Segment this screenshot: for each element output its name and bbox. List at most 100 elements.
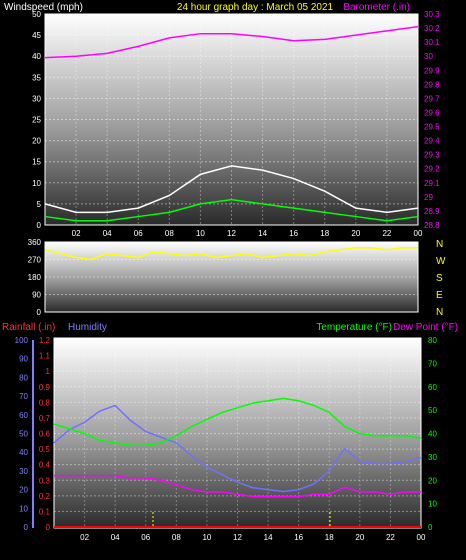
barometer-y-tick-label: 30: [424, 52, 433, 61]
temperature-y-tick-label: 20: [428, 476, 437, 485]
climate-x-tick-label: 12: [233, 533, 242, 542]
windspeed-axis-title: Windspeed (mph): [4, 2, 83, 13]
wind-x-tick-label: 18: [320, 229, 329, 238]
dewpoint-axis-title: Dew Point (°F): [393, 322, 458, 333]
rainfall-y-tick-label: 1: [46, 367, 51, 376]
wind-x-tick-label: 08: [165, 229, 174, 238]
barometer-y-tick-label: 29.5: [424, 123, 440, 132]
barometer-y-tick-label: 29.2: [424, 165, 440, 174]
barometer-y-tick-label: 29: [424, 193, 433, 202]
climate-x-ticks: 02 04 06 08 10 12 14 16 18 20 22 00: [80, 533, 426, 542]
barometer-y-tick-label: 28.8: [424, 221, 440, 230]
barometer-y-tick-label: 29.9: [424, 66, 440, 75]
wind-x-tick-label: 20: [351, 229, 360, 238]
wind-y-tick-label: 40: [32, 52, 41, 61]
rainfall-y-tick-label: 0.3: [39, 476, 51, 485]
barometer-y-tick-label: 30.1: [424, 38, 440, 47]
barometer-y-tick-label: 29.7: [424, 94, 440, 103]
temperature-y-tick-label: 10: [428, 500, 437, 509]
climate-x-tick-label: 22: [386, 533, 395, 542]
temperature-y-tick-label: 60: [428, 383, 437, 392]
temperature-y-tick-label: 50: [428, 406, 437, 415]
wind-x-tick-label: 02: [72, 229, 81, 238]
compass-label: W: [436, 256, 446, 267]
barometer-y-tick-label: 29.4: [424, 137, 440, 146]
climate-x-tick-label: 00: [417, 533, 426, 542]
rainfall-y-tick-label: 0.8: [39, 398, 51, 407]
temperature-axis-title: Temperature (°F): [316, 322, 392, 333]
rainfall-y-tick-label: 0.9: [39, 383, 51, 392]
temperature-y-tick-label: 70: [428, 359, 437, 368]
wind-y-tick-label: 50: [32, 10, 41, 19]
wind-y-tick-label: 25: [32, 116, 41, 125]
climate-x-tick-label: 08: [172, 533, 181, 542]
direction-y-tick-label: 360: [28, 238, 42, 247]
barometer-y-tick-label: 29.1: [424, 179, 440, 188]
climate-x-tick-label: 14: [264, 533, 273, 542]
humidity-axis-title: Humidity: [68, 322, 107, 333]
climate-x-tick-label: 16: [294, 533, 303, 542]
wind-y-tick-label: 10: [32, 179, 41, 188]
wind-y-tick-label: 30: [32, 94, 41, 103]
humidity-y-tick-label: 30: [19, 467, 28, 476]
compass-label: N: [436, 307, 443, 318]
humidity-y-tick-label: 50: [19, 430, 28, 439]
wind-x-tick-label: 10: [196, 229, 205, 238]
humidity-y-tick-label: 70: [19, 392, 28, 401]
humidity-y-tick-label: 0: [24, 523, 29, 532]
barometer-y-tick-label: 30.2: [424, 24, 440, 33]
humidity-series: [53, 404, 422, 493]
wind-x-tick-label: 00: [414, 229, 423, 238]
wind-x-tick-label: 04: [103, 229, 112, 238]
climate-x-tick-label: 04: [111, 533, 120, 542]
rainfall-y-tick-label: 0.6: [39, 430, 51, 439]
wind-y-tick-label: 20: [32, 137, 41, 146]
wind-average-series: [44, 198, 419, 222]
compass-label: E: [436, 290, 443, 301]
rainfall-y-ticks: 0 0.1 0.2 0.3 0.4 0.5 0.6 0.7 0.8 0.9 1 1.1 1.2: [39, 336, 51, 532]
wind-panel: [44, 13, 419, 226]
humidity-y-tick-label: 10: [19, 504, 28, 513]
wind-x-tick-label: 22: [382, 229, 391, 238]
barometer-y-tick-label: 30.3: [424, 10, 440, 19]
barometer-y-tick-label: 28.9: [424, 207, 440, 216]
temperature-y-tick-label: 30: [428, 453, 437, 462]
rainfall-y-tick-label: 0.4: [39, 461, 51, 470]
temperature-y-ticks: 0 10 20 30 40 50 60 70 80: [428, 336, 437, 532]
temperature-y-tick-label: 40: [428, 430, 437, 439]
climate-x-tick-label: 10: [202, 533, 211, 542]
wind-y-tick-label: 5: [37, 200, 42, 209]
dewpoint-series: [54, 474, 421, 498]
direction-y-tick-label: 270: [28, 256, 42, 265]
humidity-y-tick-label: 90: [19, 355, 28, 364]
rainfall-y-tick-label: 0.1: [39, 507, 51, 516]
humidity-y-tick-label: 20: [19, 486, 28, 495]
wind-y-tick-label: 0: [37, 221, 42, 230]
barometer-y-tick-label: 29.6: [424, 108, 440, 117]
barometer-y-ticks: 28.8 28.9 29 29.1 29.2 29.3 29.4 29.5 29.6 29.7 29…: [424, 10, 440, 230]
wind-x-tick-label: 16: [289, 229, 298, 238]
temperature-y-tick-label: 80: [428, 336, 437, 345]
humidity-y-tick-label: 80: [19, 373, 28, 382]
wind-direction-series: [44, 247, 418, 261]
wind-y-tick-label: 35: [32, 73, 41, 82]
direction-y-tick-label: 0: [37, 308, 42, 317]
wind-x-ticks: 02 04 06 08 10 12 14 16 18 20 22 00: [72, 229, 423, 238]
rainfall-axis-title: Rainfall (.in): [2, 322, 55, 333]
temperature-y-tick-label: 0: [428, 523, 433, 532]
wind-y-tick-label: 15: [32, 158, 41, 167]
wind-y-tick-label: 45: [32, 31, 41, 40]
climate-x-tick-label: 18: [325, 533, 334, 542]
chart-title: 24 hour graph day : March 05 2021: [177, 2, 334, 13]
rainfall-y-tick-label: 1.2: [39, 336, 51, 345]
rainfall-y-tick-label: 0.2: [39, 492, 51, 501]
climate-x-tick-label: 02: [80, 533, 89, 542]
climate-x-tick-label: 20: [355, 533, 364, 542]
wind-x-tick-label: 06: [134, 229, 143, 238]
wind-y-ticks: 0 5 10 15 20 25 30 35 40 45 50: [32, 10, 41, 230]
wind-x-tick-label: 12: [227, 229, 236, 238]
direction-y-tick-label: 180: [28, 273, 42, 282]
